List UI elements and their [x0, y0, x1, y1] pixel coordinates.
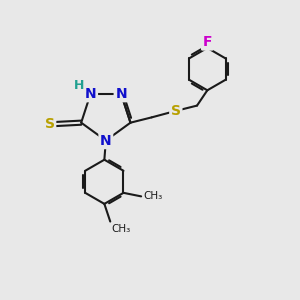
Text: CH₃: CH₃ — [143, 191, 163, 201]
Text: CH₃: CH₃ — [112, 224, 131, 235]
Text: N: N — [100, 134, 112, 148]
Text: N: N — [85, 87, 96, 101]
Text: F: F — [202, 35, 212, 49]
Text: S: S — [171, 104, 181, 118]
Text: H: H — [74, 79, 85, 92]
Text: S: S — [45, 117, 55, 131]
Text: N: N — [115, 87, 127, 101]
